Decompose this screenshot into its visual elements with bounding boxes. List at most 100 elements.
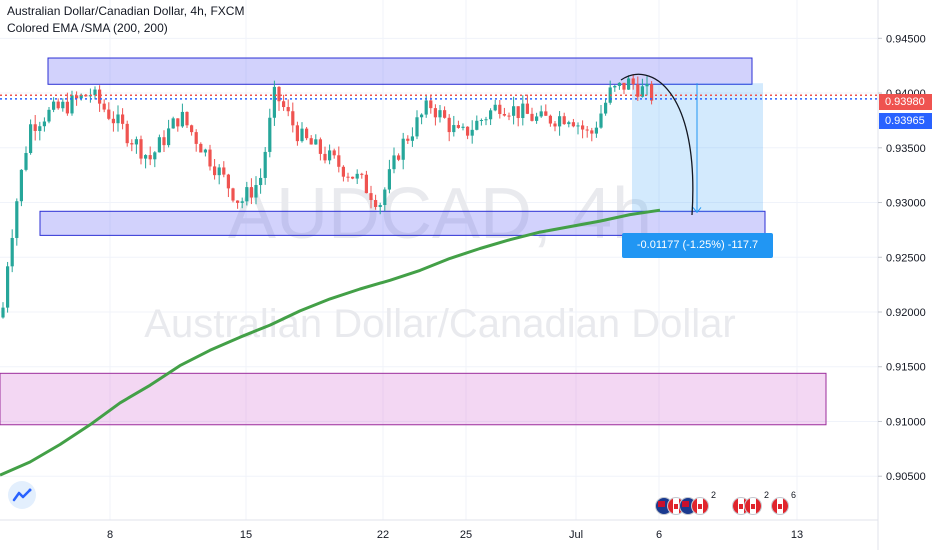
candle-body <box>544 111 548 116</box>
candle-body <box>240 201 244 203</box>
candle-body <box>364 174 368 194</box>
event-count: 2 <box>711 490 717 500</box>
candle-body <box>535 116 539 121</box>
ma-polyline <box>0 208 661 477</box>
candle-body <box>314 139 318 145</box>
candle-body <box>245 187 249 202</box>
candle-body <box>102 103 106 110</box>
candle-body <box>277 86 281 102</box>
candle-body <box>291 111 295 126</box>
candle-body <box>75 95 79 99</box>
candle-body <box>493 104 497 111</box>
candle-body <box>171 118 175 129</box>
candle-body <box>507 115 511 117</box>
price-axis: 0.945000.940000.935000.930000.925000.920… <box>878 33 926 483</box>
candle-body <box>553 123 557 127</box>
measure-label: -0.01177 (-1.25%) -117.7 <box>622 233 773 258</box>
time-tick-label: 25 <box>460 529 472 541</box>
time-tick-label: 8 <box>107 529 113 541</box>
last-price-tag: 0.93980 <box>879 94 932 110</box>
time-tick-label: 15 <box>240 529 252 541</box>
candle-body <box>249 187 253 198</box>
candle-body <box>70 95 74 114</box>
candle-body <box>525 103 529 114</box>
candle-body <box>79 94 83 99</box>
candle-body <box>337 155 341 167</box>
candle-body <box>19 169 23 202</box>
candle-body <box>456 125 460 128</box>
candle-body <box>231 188 235 201</box>
price-tick-label: 0.93500 <box>886 143 926 155</box>
candle-body <box>282 101 286 108</box>
candle-body <box>374 200 378 207</box>
candle-body <box>576 125 580 127</box>
bid-price-tag: 0.93965 <box>879 113 932 129</box>
zones <box>0 57 827 426</box>
candle-body <box>594 127 598 134</box>
symbol-title[interactable]: Australian Dollar/Canadian Dollar, 4h, F… <box>7 4 245 18</box>
candle-body <box>56 101 60 109</box>
candle-body <box>498 104 502 115</box>
candle-body <box>176 118 180 127</box>
candle-body <box>38 126 42 131</box>
candle-body <box>29 124 33 154</box>
candle-body <box>139 139 143 159</box>
watermark-name: Australian Dollar/Canadian Dollar <box>144 302 735 346</box>
candle-body <box>162 137 166 146</box>
candle-body <box>581 125 585 130</box>
candle-body <box>548 115 552 124</box>
candle-body <box>378 205 382 207</box>
event-group-1[interactable]: 2 <box>655 490 717 520</box>
logo-mark-icon <box>12 488 32 502</box>
tradingview-logo-icon[interactable] <box>8 481 36 509</box>
candle-body <box>332 150 336 156</box>
candle-body <box>438 110 442 118</box>
time-tick-label: 22 <box>377 529 389 541</box>
candle-body <box>121 114 125 124</box>
candle-body <box>461 126 465 128</box>
candle-body <box>383 189 387 206</box>
candle-body <box>521 103 525 119</box>
candle-body <box>98 89 102 104</box>
candle-body <box>254 185 258 198</box>
candle-body <box>512 106 516 116</box>
candle-body <box>226 174 230 189</box>
candle-body <box>185 111 189 126</box>
candle-body <box>645 84 649 87</box>
arc-drawing <box>620 73 694 216</box>
candle-body <box>300 128 304 142</box>
candle-body <box>429 100 433 109</box>
candle-body <box>627 78 631 90</box>
candle-body <box>116 114 120 124</box>
candle-body <box>217 167 221 176</box>
candle-body <box>167 128 171 146</box>
zone-rect <box>0 372 827 426</box>
candle-body <box>286 107 290 112</box>
candle-body <box>272 86 276 118</box>
candle-body <box>420 114 424 118</box>
candle-body <box>236 200 240 203</box>
candle-body <box>604 102 608 114</box>
candle-body <box>622 82 626 90</box>
event-group-3[interactable]: 6 <box>771 490 796 520</box>
candle-body <box>466 126 470 136</box>
zone-rect <box>39 210 766 236</box>
candle-body <box>360 173 364 175</box>
watermark-symbol: AUDCAD, 4h <box>228 174 652 254</box>
event-group-2[interactable]: 2 <box>732 490 770 520</box>
candle-body <box>567 122 571 125</box>
event-count: 2 <box>764 490 770 500</box>
candle-body <box>42 121 46 127</box>
candle-body <box>65 101 69 114</box>
indicator-title[interactable]: Colored EMA /SMA (200, 200) <box>7 21 168 35</box>
candle-body <box>309 138 313 145</box>
candle-body <box>346 176 350 178</box>
price-tick-label: 0.94500 <box>886 33 926 45</box>
measure-arrow-icon <box>692 207 702 214</box>
candle-body <box>397 155 401 160</box>
candle-body <box>144 155 148 159</box>
candle-body <box>24 153 28 170</box>
candle-body <box>443 110 447 118</box>
